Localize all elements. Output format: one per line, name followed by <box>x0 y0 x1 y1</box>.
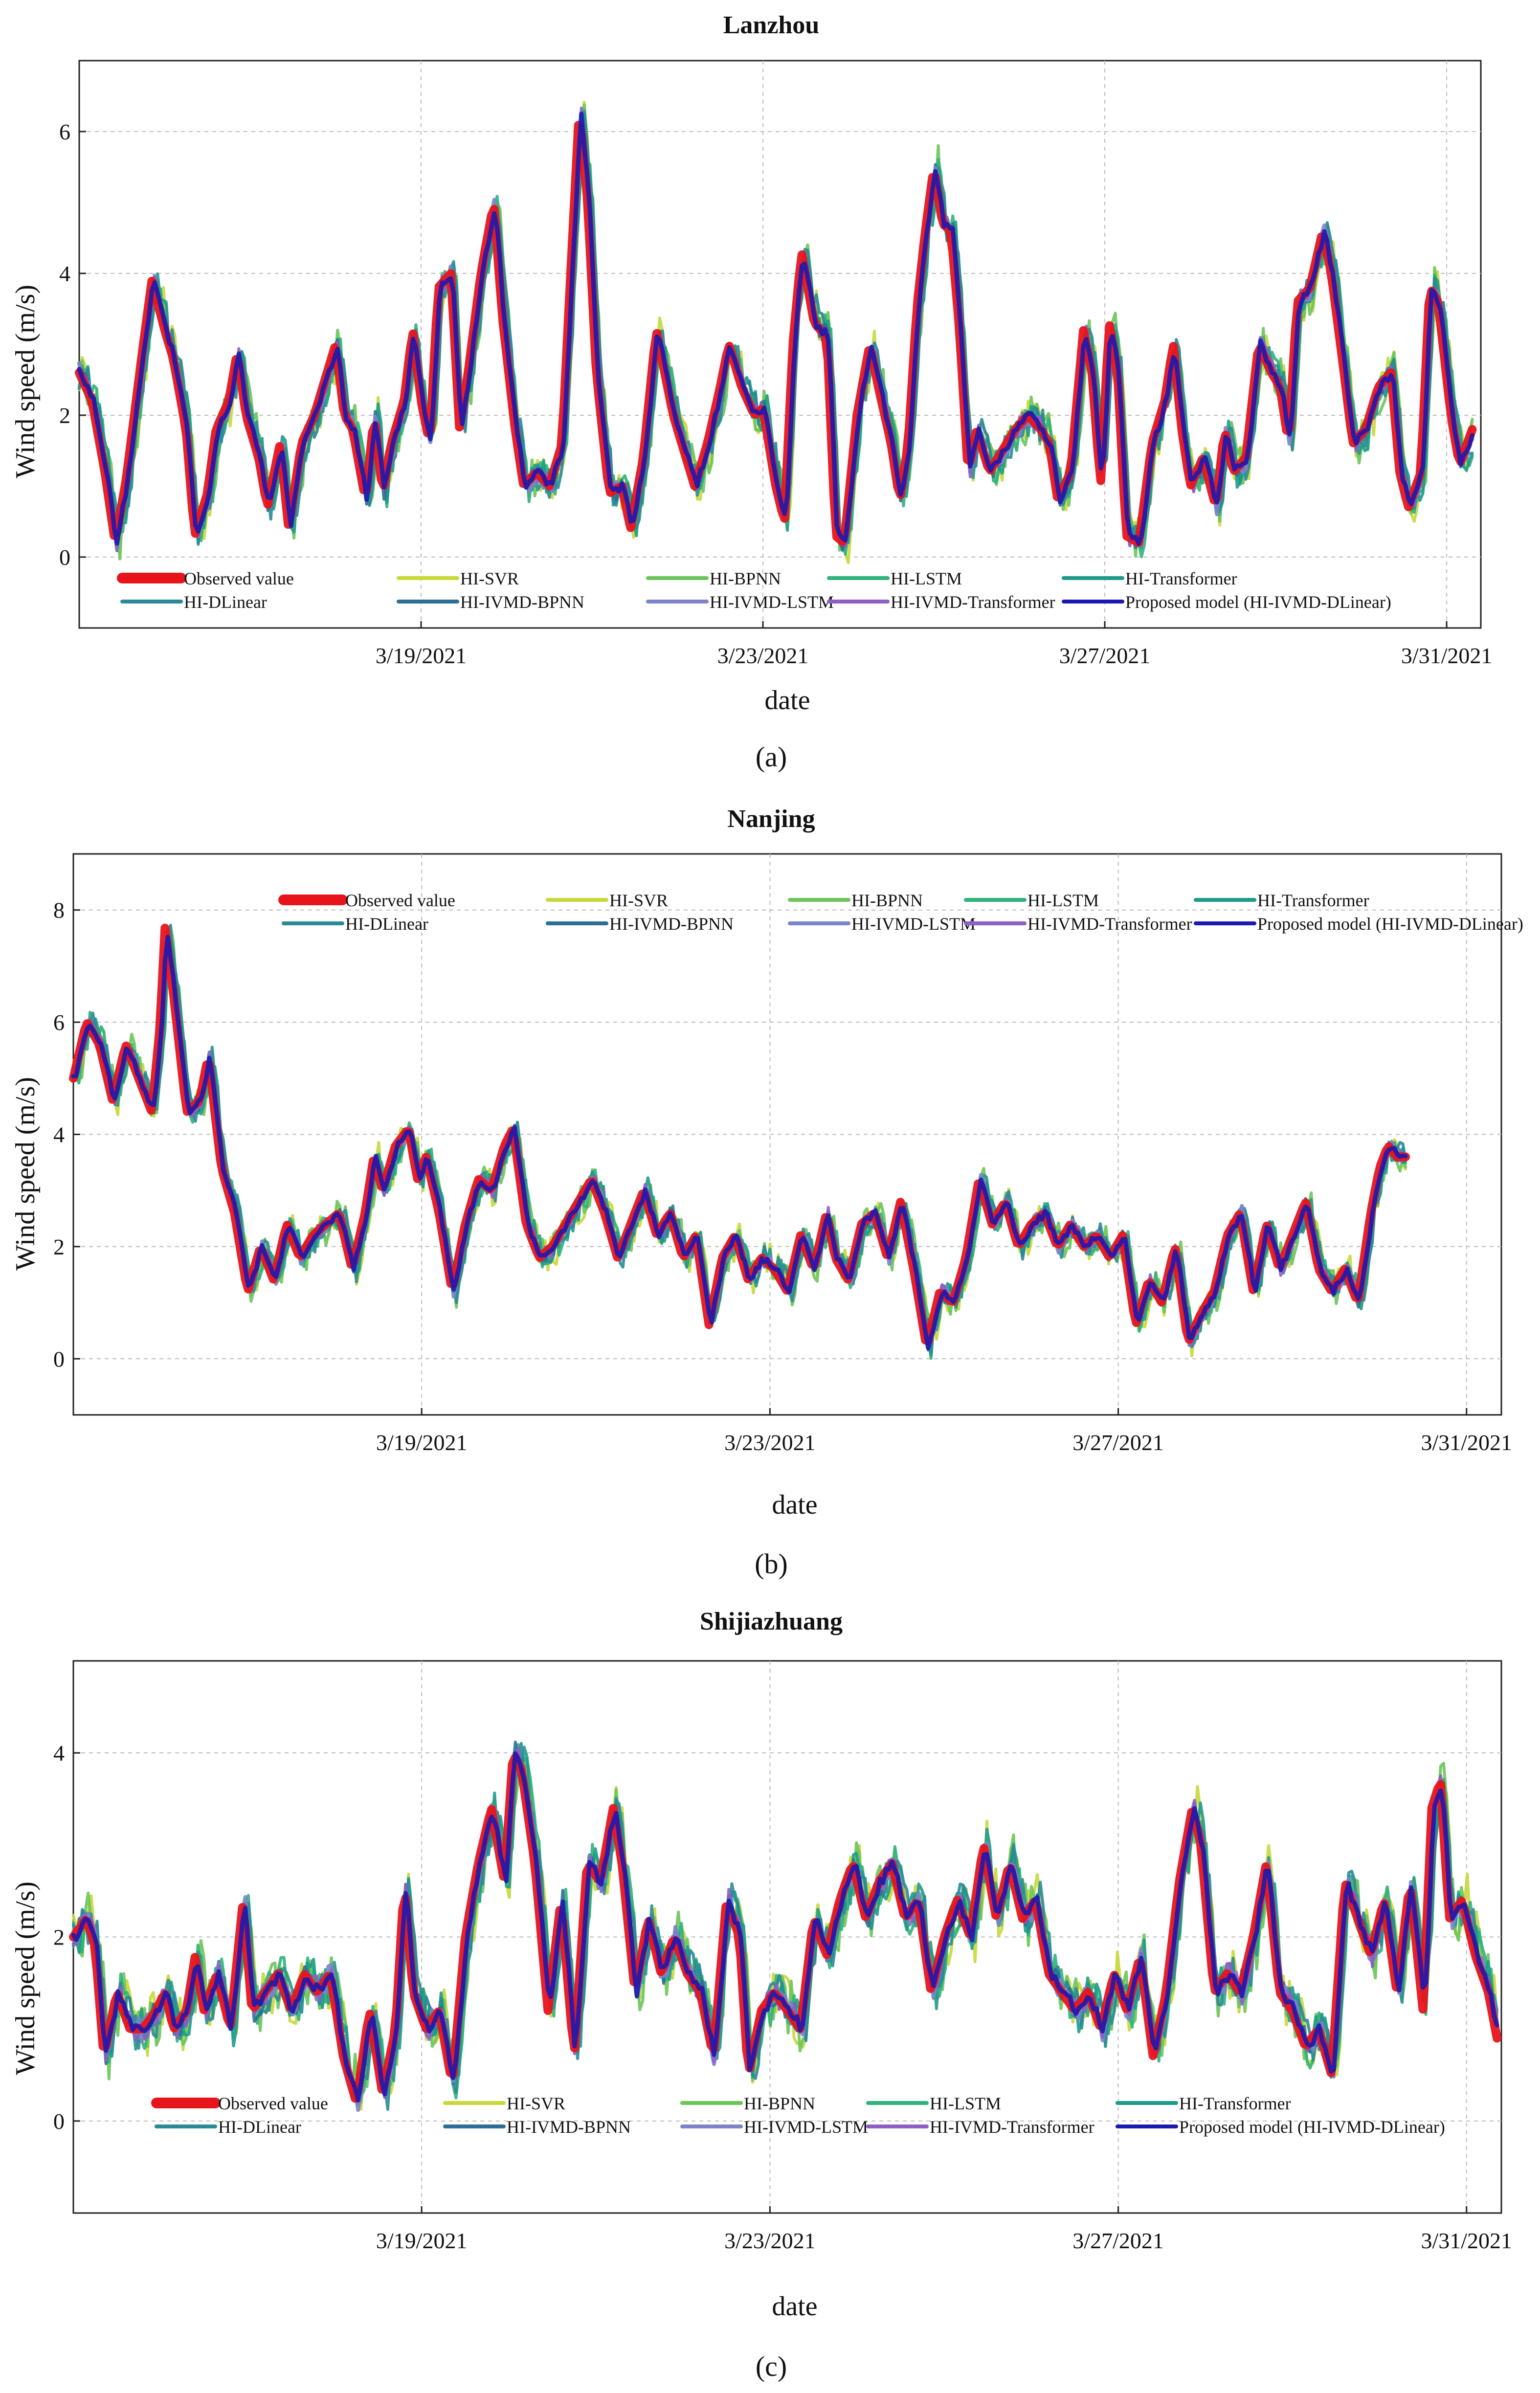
legend-label: Observed value <box>345 891 455 910</box>
legend-label: HI-DLinear <box>218 2117 301 2137</box>
y-tick-label: 6 <box>53 1010 65 1035</box>
y-tick-label: 2 <box>53 1925 65 1950</box>
x-tick-label: 3/31/2021 <box>1421 2228 1512 2253</box>
y-tick-label: 2 <box>59 403 70 428</box>
legend-label: HI-IVMD-Transformer <box>930 2117 1094 2137</box>
series-line-hi-ivmd-transformer <box>72 1746 1499 2100</box>
plot-area: 0 2 4 6 3/19/2021 3/23/2021 3/27/2021 3/31/2021… <box>59 60 1493 668</box>
y-tick-label: 8 <box>53 898 65 923</box>
y-tick-label: 4 <box>59 261 70 286</box>
series-line-hi-svr <box>72 938 1407 1358</box>
legend-label: Proposed model (HI-IVMD-DLinear) <box>1125 592 1391 612</box>
x-axis-label: date <box>764 685 810 716</box>
chart-title: Nanjing <box>727 805 815 833</box>
series-line-proposed-model-hi-ivmd-dlinear- <box>77 112 1474 546</box>
legend-label: Proposed model (HI-IVMD-DLinear) <box>1179 2117 1445 2137</box>
x-tick-label: 3/27/2021 <box>1059 643 1151 668</box>
legend-label: Proposed model (HI-IVMD-DLinear) <box>1257 914 1523 934</box>
legend-label: HI-LSTM <box>930 2094 1001 2113</box>
legend-label: HI-LSTM <box>1027 891 1099 910</box>
legend: Observed value HI-SVR HI-BPNN HI-LSTM HI-Tra… <box>117 569 1391 612</box>
panel-shijiazhuang: Shijiazhuang 0 2 4 3/19/2021 3/23/2021 3/27/2… <box>10 1608 1512 2382</box>
panel-label: (a) <box>756 741 787 773</box>
x-tick-label: 3/23/2021 <box>724 1430 816 1455</box>
y-tick-label: 0 <box>53 2109 65 2134</box>
x-tick-label: 3/27/2021 <box>1072 2228 1164 2253</box>
chart-title: Shijiazhuang <box>700 1608 843 1635</box>
x-tick-label: 3/19/2021 <box>376 643 467 668</box>
legend-label: HI-SVR <box>507 2094 565 2113</box>
series-line-hi-ivmd-transformer <box>72 939 1407 1347</box>
x-tick-label: 3/19/2021 <box>376 1430 468 1455</box>
series-line-hi-dlinear <box>72 923 1407 1356</box>
y-axis-label: Wind speed (m/s) <box>10 1881 41 2075</box>
x-tick-label: 3/23/2021 <box>724 2228 816 2253</box>
legend: Observed value HI-SVR HI-BPNN HI-LSTM HI-Tra… <box>278 891 1523 934</box>
series-line-hi-transformer <box>72 1745 1499 2096</box>
series-line-proposed-model-hi-ivmd-dlinear- <box>71 935 1408 1350</box>
x-tick-label: 3/31/2021 <box>1421 1430 1512 1455</box>
panel-lanzhou: Lanzhou 0 2 4 6 3/19/2021 3/23/2021 3/27/2021 3… <box>10 11 1492 773</box>
legend-label: HI-SVR <box>460 569 519 588</box>
y-tick-label: 6 <box>59 119 70 144</box>
legend-label: HI-BPNN <box>744 2094 815 2113</box>
series-line-proposed-model-hi-ivmd-dlinear- <box>71 1751 1499 2102</box>
y-tick-label: 4 <box>53 1741 65 1766</box>
series-line-hi-dlinear <box>72 1742 1499 2111</box>
legend-label: HI-BPNN <box>851 891 923 910</box>
y-axis-label: Wind speed (m/s) <box>10 285 41 478</box>
series-line-observed-value <box>69 1753 1502 2103</box>
legend-label: HI-IVMD-BPNN <box>609 914 734 934</box>
x-axis-label: date <box>772 1490 817 1520</box>
series-line-hi-svr <box>72 1754 1499 2111</box>
plot-area: 0 2 4 3/19/2021 3/23/2021 3/27/2021 3/31/2021 O… <box>53 1660 1512 2253</box>
legend-label: HI-IVMD-BPNN <box>460 592 584 612</box>
legend-label: HI-Transformer <box>1179 2094 1291 2113</box>
legend-label: HI-IVMD-Transformer <box>891 592 1055 612</box>
panel-label: (c) <box>756 2350 787 2382</box>
chart-title: Lanzhou <box>723 11 820 39</box>
legend-label: HI-DLinear <box>184 592 267 612</box>
legend-label: HI-SVR <box>609 891 668 910</box>
y-axis-label: Wind speed (m/s) <box>10 1077 41 1271</box>
legend-label: HI-IVMD-LSTM <box>851 914 976 934</box>
series-line-hi-bpnn <box>72 1758 1499 2103</box>
series-line-hi-ivmd-bpnn <box>72 1741 1499 2105</box>
legend-label: HI-LSTM <box>891 569 962 588</box>
y-tick-label: 0 <box>53 1346 65 1371</box>
legend-label: Observed value <box>184 569 294 588</box>
series-line-hi-bpnn <box>72 924 1407 1348</box>
legend-label: HI-IVMD-LSTM <box>710 592 834 612</box>
x-tick-label: 3/31/2021 <box>1401 643 1493 668</box>
series-line-hi-ivmd-lstm <box>71 941 1408 1347</box>
legend-label: HI-DLinear <box>345 914 428 934</box>
plot-area: 0 2 4 6 8 3/19/2021 3/23/2021 3/27/2021 3/31/202… <box>53 853 1523 1455</box>
panel-label: (b) <box>755 1548 788 1580</box>
legend-label: HI-IVMD-BPNN <box>507 2117 631 2137</box>
y-tick-label: 4 <box>53 1122 65 1147</box>
panel-nanjing: Nanjing 0 2 4 6 8 3/19/2021 3/23/2021 3/27/2021… <box>10 805 1523 1580</box>
x-axis-label: date <box>772 2291 817 2322</box>
series-line-hi-ivmd-bpnn <box>72 928 1407 1352</box>
series-line-hi-lstm <box>72 1743 1499 2107</box>
legend-label: HI-IVMD-LSTM <box>744 2117 868 2137</box>
x-tick-label: 3/19/2021 <box>376 2228 468 2253</box>
legend-label: HI-IVMD-Transformer <box>1027 914 1192 934</box>
legend-label: HI-Transformer <box>1125 569 1237 588</box>
legend-label: HI-Transformer <box>1257 891 1369 910</box>
x-tick-label: 3/27/2021 <box>1072 1430 1164 1455</box>
legend: Observed value HI-SVR HI-BPNN HI-LSTM HI-Tra… <box>151 2094 1445 2137</box>
plot-frame <box>78 60 1482 629</box>
x-tick-label: 3/23/2021 <box>717 643 809 668</box>
legend-label: Observed value <box>218 2094 328 2113</box>
y-tick-label: 0 <box>59 545 70 570</box>
y-tick-label: 2 <box>53 1234 65 1259</box>
legend-label: HI-BPNN <box>710 569 781 588</box>
